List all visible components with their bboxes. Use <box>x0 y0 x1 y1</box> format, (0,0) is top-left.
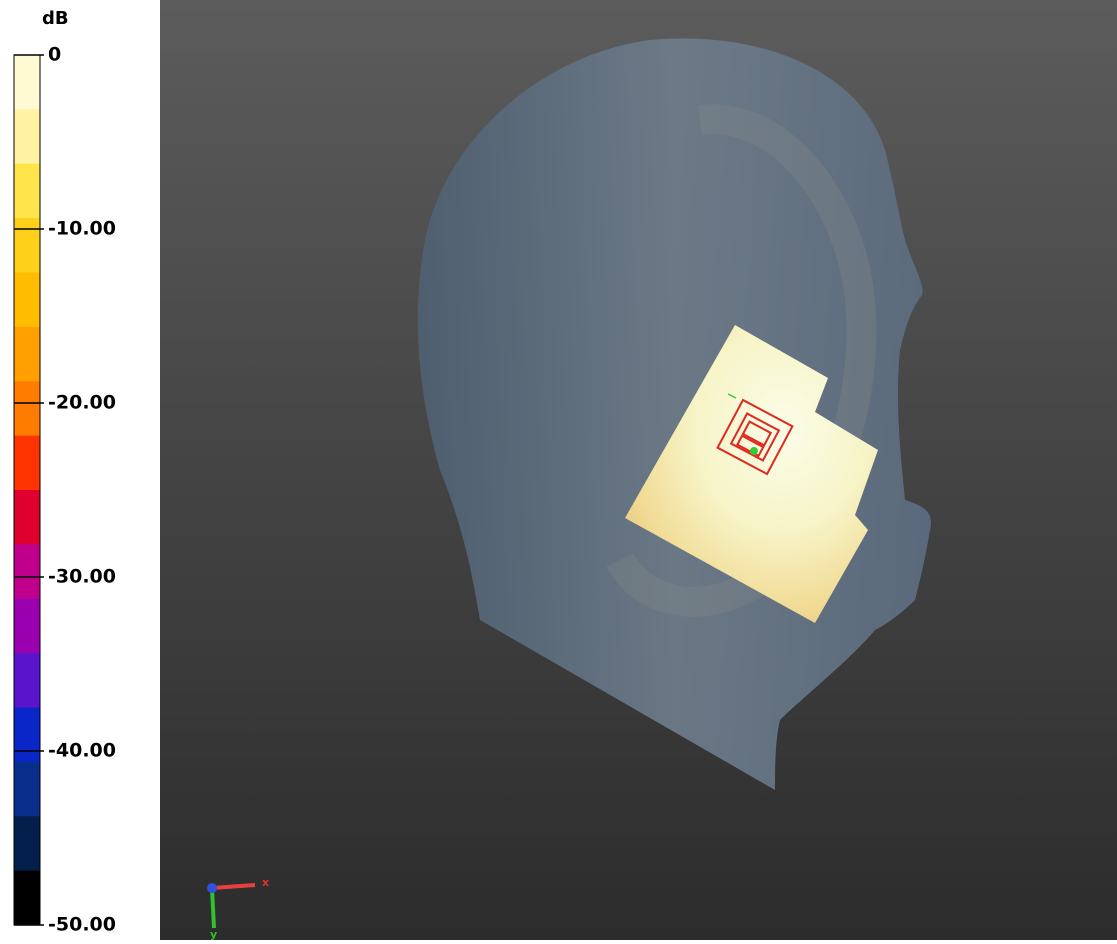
color-band <box>14 761 40 817</box>
color-band <box>14 326 40 382</box>
colorbar-tick-label: 0 <box>48 44 61 66</box>
triad-x-label: x <box>262 876 269 889</box>
color-band <box>14 163 40 219</box>
color-band <box>14 218 40 273</box>
color-band <box>14 272 40 328</box>
color-band <box>14 816 40 872</box>
color-band <box>14 381 40 437</box>
color-band <box>14 544 40 600</box>
color-band <box>14 653 40 708</box>
axes-triad: x y <box>207 876 269 941</box>
sar-patch <box>625 325 878 623</box>
colorbar-unit: dB <box>42 8 69 29</box>
color-band <box>14 870 40 926</box>
color-band <box>14 490 40 545</box>
colorbar-tick-label: -50.00 <box>48 914 116 936</box>
color-band <box>14 598 40 654</box>
antenna <box>716 398 794 476</box>
colorbar-tick-label: -30.00 <box>48 566 116 588</box>
colorbar-tick-label: -40.00 <box>48 740 116 762</box>
color-band <box>14 707 40 763</box>
color-band <box>14 109 40 165</box>
colorbar-tick-label: -10.00 <box>48 218 116 240</box>
color-band <box>14 55 40 110</box>
colorbar-tick-label: -20.00 <box>48 392 116 414</box>
colorbar: 0 -10.00 -20.00 -30.00 -40.00 -50.00 <box>13 44 116 936</box>
triad-y-label: y <box>210 928 217 940</box>
color-band <box>14 435 40 491</box>
